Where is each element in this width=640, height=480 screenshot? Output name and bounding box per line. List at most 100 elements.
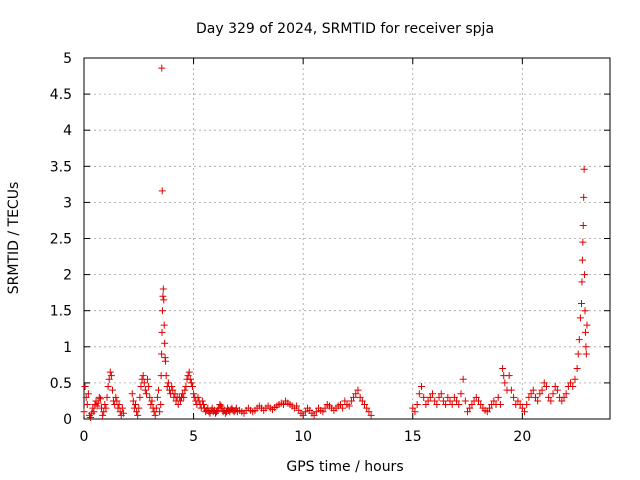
data-point (213, 408, 221, 416)
data-point (112, 393, 120, 401)
data-point (159, 292, 167, 300)
x-tick-label: 10 (294, 429, 312, 445)
data-point (141, 386, 149, 394)
data-point (578, 299, 586, 307)
data-point (490, 397, 498, 405)
data-point (542, 383, 550, 391)
data-point (162, 372, 170, 380)
data-point (448, 401, 456, 409)
data-point (567, 379, 575, 387)
x-tick-label: 0 (80, 429, 89, 445)
data-point (113, 397, 121, 405)
data-point (428, 390, 436, 398)
data-point (582, 350, 590, 358)
data-point (153, 393, 161, 401)
data-point (158, 350, 166, 358)
data-point (107, 372, 115, 380)
data-point (418, 383, 426, 391)
data-point (501, 379, 509, 387)
grid-lines (84, 58, 610, 419)
data-point (562, 390, 570, 398)
data-point (453, 397, 461, 405)
data-point (472, 393, 480, 401)
data-point (356, 393, 364, 401)
data-point (158, 187, 166, 195)
data-point (529, 386, 537, 394)
data-point (299, 411, 307, 419)
data-point (525, 393, 533, 401)
data-point (319, 408, 327, 416)
data-point (339, 404, 347, 412)
data-point (188, 383, 196, 391)
data-point (521, 408, 529, 416)
data-point (168, 383, 176, 391)
data-point (336, 401, 344, 409)
data-point (485, 404, 493, 412)
data-point (494, 393, 502, 401)
data-point (420, 393, 428, 401)
y-tick-label: 2.5 (50, 232, 72, 248)
data-point (190, 390, 198, 398)
data-point (102, 404, 110, 412)
data-point (583, 321, 591, 329)
data-point (140, 379, 148, 387)
data-point (341, 397, 349, 405)
data-point (424, 397, 432, 405)
data-point (461, 397, 469, 405)
data-point (547, 397, 555, 405)
data-point (365, 408, 373, 416)
y-tick-label: 3.5 (50, 159, 72, 175)
data-point (545, 393, 553, 401)
y-tick-label: 0.5 (50, 376, 72, 392)
data-point (146, 393, 154, 401)
data-point (581, 328, 589, 336)
data-point (147, 401, 155, 409)
data-point (499, 364, 507, 372)
data-point (531, 393, 539, 401)
data-point (135, 404, 143, 412)
data-point (347, 397, 355, 405)
data-point (157, 401, 165, 409)
plot-frame (83, 57, 611, 420)
data-point (540, 379, 548, 387)
data-point (116, 408, 124, 416)
data-point (582, 343, 590, 351)
data-point (279, 401, 287, 409)
data-point (194, 393, 202, 401)
data-point (518, 404, 526, 412)
data-point (450, 393, 458, 401)
y-tick-label: 4 (63, 123, 72, 139)
data-point (496, 401, 504, 409)
data-point (158, 307, 166, 315)
data-point (409, 404, 417, 412)
data-point (186, 375, 194, 383)
data-point (516, 401, 524, 409)
y-tick-label: 0 (63, 412, 72, 428)
data-point (159, 285, 167, 293)
data-point (457, 390, 465, 398)
data-point (105, 375, 113, 383)
data-point (415, 390, 423, 398)
data-point (573, 364, 581, 372)
data-point (558, 397, 566, 405)
y-axis-label: SRMTID / TECUs (6, 182, 22, 295)
data-point (187, 379, 195, 387)
data-point (576, 314, 584, 322)
data-point (179, 390, 187, 398)
data-point (442, 401, 450, 409)
data-point (350, 393, 358, 401)
data-point (580, 193, 588, 201)
data-point (162, 357, 170, 365)
data-point (106, 368, 114, 376)
data-point (367, 411, 375, 419)
data-point (128, 390, 136, 398)
data-point (551, 383, 559, 391)
data-point (129, 397, 137, 405)
data-point (80, 408, 88, 416)
data-point (144, 375, 152, 383)
data-point (181, 386, 189, 394)
y-tick-label: 3 (63, 195, 72, 211)
data-point (152, 404, 160, 412)
data-point (510, 393, 518, 401)
data-point (444, 393, 452, 401)
